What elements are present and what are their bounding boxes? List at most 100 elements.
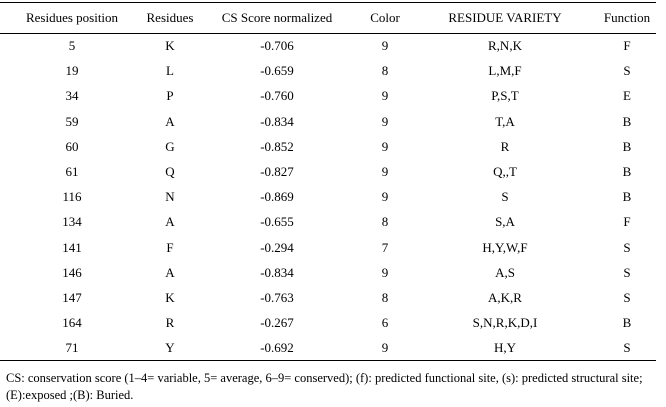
- table-cell: K: [165, 289, 175, 305]
- table-cell: G: [165, 138, 175, 154]
- header-cell: Color: [358, 2, 412, 34]
- table-row: 116 N -0.869 9 S B: [0, 185, 656, 210]
- table-cell: -0.706: [260, 38, 294, 54]
- table-cell: 134: [62, 214, 82, 230]
- table-cell: -0.267: [260, 315, 294, 331]
- table-cell: S: [623, 239, 631, 255]
- table-row: 59 A -0.834 9 T,A B: [0, 109, 656, 134]
- table-cell: -0.294: [260, 239, 294, 255]
- header-cell: Function: [598, 2, 656, 34]
- table-cell: -0.655: [260, 214, 294, 230]
- table-cell: 8: [381, 289, 389, 305]
- table-row: 147 K -0.763 8 A,K,R S: [0, 285, 656, 310]
- table-cell: F: [623, 38, 631, 54]
- table-cell: 19: [65, 63, 79, 79]
- table-cell: 9: [358, 335, 412, 362]
- table-cell: A: [165, 113, 175, 129]
- table-row: 34 P -0.760 9 P,S,T E: [0, 84, 656, 109]
- table-cell: 9: [381, 113, 389, 129]
- table-cell: S: [623, 289, 631, 305]
- table-cell: 9: [381, 164, 389, 180]
- table-cell: 141: [62, 239, 82, 255]
- table-cell: K: [165, 38, 175, 54]
- table-row: 141 F -0.294 7 H,Y,W,F S: [0, 235, 656, 260]
- table-cell: 61: [65, 164, 79, 180]
- table-cell: R,N,K: [488, 38, 522, 54]
- table-row: 146 A -0.834 9 A,S S: [0, 260, 656, 285]
- table-cell: 5: [68, 38, 76, 54]
- header-row: Residues position Residues CS Score normal…: [0, 2, 656, 34]
- table-cell: R: [165, 315, 175, 331]
- table-cell: H,Y: [412, 335, 598, 362]
- table-cell: 8: [381, 63, 389, 79]
- table-cell: B: [622, 113, 632, 129]
- table-cell: S,N,R,K,D,I: [472, 315, 538, 331]
- table-cell: -0.869: [260, 189, 294, 205]
- table-cell: T,A: [495, 113, 515, 129]
- table-row: 134 A -0.655 8 S,A F: [0, 210, 656, 235]
- table-row: 164 R -0.267 6 S,N,R,K,D,I B: [0, 311, 656, 336]
- table-cell: 9: [381, 189, 389, 205]
- table-cell: F: [166, 239, 174, 255]
- table-cell: 9: [381, 88, 389, 104]
- table-row: 61 Q -0.827 9 Q,,T B: [0, 159, 656, 184]
- table-row: 5 K -0.706 9 R,N,K F: [0, 34, 656, 59]
- table-cell: 71: [0, 335, 144, 362]
- table-row: 71 Y -0.692 9 H,Y S: [0, 335, 656, 362]
- header-cell: Residues: [144, 2, 196, 34]
- table-cell: -0.659: [260, 63, 294, 79]
- table-cell: -0.760: [260, 88, 294, 104]
- table-cell: -0.834: [260, 113, 294, 129]
- table-row: 60 G -0.852 9 R B: [0, 134, 656, 159]
- table-cell: F: [623, 214, 631, 230]
- table-cell: Q,,T: [493, 164, 517, 180]
- table-cell: 9: [381, 138, 389, 154]
- table-cell: -0.692: [196, 335, 358, 362]
- table-cell: Y: [144, 335, 196, 362]
- table-cell: B: [622, 138, 632, 154]
- table-cell: N: [165, 189, 175, 205]
- table-cell: 146: [62, 264, 82, 280]
- table-cell: 6: [381, 315, 389, 331]
- table-cell: E: [623, 88, 631, 104]
- table-cell: S: [623, 264, 631, 280]
- table-cell: 7: [381, 239, 389, 255]
- table-cell: 9: [381, 38, 389, 54]
- header-cell: CS Score normalized: [196, 2, 358, 34]
- table-cell: R: [500, 138, 510, 154]
- header-cell: Residues position: [0, 2, 144, 34]
- table-cell: B: [622, 164, 632, 180]
- table-cell: 164: [62, 315, 82, 331]
- table-cell: A,K,R: [488, 289, 522, 305]
- table-cell: 147: [62, 289, 82, 305]
- table-cell: A: [165, 214, 175, 230]
- table-cell: S: [623, 63, 631, 79]
- table-cell: S,A: [495, 214, 515, 230]
- table-cell: 34: [65, 88, 79, 104]
- table-cell: -0.827: [260, 164, 294, 180]
- table-cell: -0.763: [260, 289, 294, 305]
- footnote: CS: conservation score (1–4= variable, 5…: [6, 371, 643, 402]
- table-cell: Q: [165, 164, 175, 180]
- table-cell: L: [166, 63, 174, 79]
- table-cell: P,S,T: [491, 88, 519, 104]
- table-cell: P: [166, 88, 174, 104]
- table-cell: L,M,F: [488, 63, 522, 79]
- table-cell: 9: [381, 264, 389, 280]
- table-body: 5 K -0.706 9 R,N,K F 19 L -0.659 8 L,M,F S 34 P -0.760…: [0, 34, 656, 362]
- table-cell: -0.852: [260, 138, 294, 154]
- table-cell: 8: [381, 214, 389, 230]
- table-cell: S: [501, 189, 509, 205]
- table-cell: A: [165, 264, 175, 280]
- table-cell: S: [598, 335, 656, 362]
- table-cell: 60: [65, 138, 79, 154]
- table-row: 19 L -0.659 8 L,M,F S: [0, 59, 656, 84]
- table-cell: 116: [62, 189, 82, 205]
- table-cell: 59: [65, 113, 79, 129]
- header-cell: RESIDUE VARIETY: [412, 2, 598, 34]
- table-cell: B: [622, 189, 632, 205]
- table-cell: -0.834: [260, 264, 294, 280]
- data-table: Residues position Residues CS Score normal…: [0, 2, 656, 362]
- table-cell: B: [622, 315, 632, 331]
